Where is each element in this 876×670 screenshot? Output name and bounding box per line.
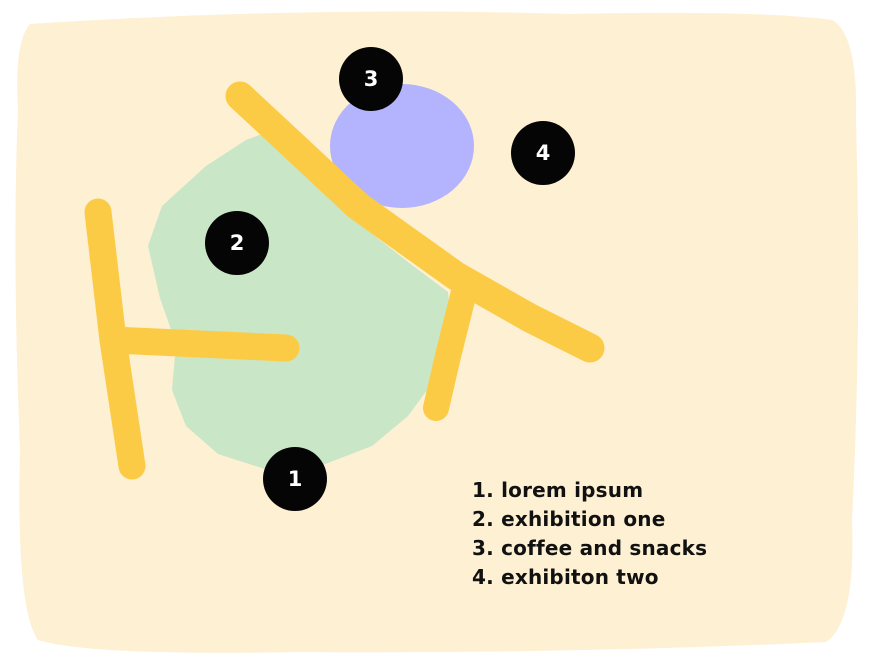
legend-item-1: 1. lorem ipsum — [472, 478, 644, 502]
marker-4[interactable]: 4 — [511, 121, 575, 185]
path-left-horizontal — [99, 326, 300, 362]
marker-1-circle — [263, 447, 327, 511]
marker-2-number: 2 — [230, 231, 245, 255]
marker-2[interactable]: 2 — [205, 211, 269, 275]
marker-4-number: 4 — [536, 141, 551, 165]
marker-1-number: 1 — [288, 467, 303, 491]
marker-3-circle — [339, 47, 403, 111]
path-right-branch — [423, 279, 477, 421]
coffee-and-snacks-area[interactable] — [330, 84, 474, 208]
walking-paths — [84, 81, 605, 480]
marker-3-number: 3 — [364, 67, 379, 91]
marker-2-circle — [205, 211, 269, 275]
path-main-diagonal — [225, 81, 605, 363]
marker-1[interactable]: 1 — [263, 447, 327, 511]
map-legend: 1. lorem ipsum 2. exhibition one 3. coff… — [472, 476, 707, 592]
marker-3[interactable]: 3 — [339, 47, 403, 111]
legend-item-4: 4. exhibiton two — [472, 565, 659, 589]
legend-item-2: 2. exhibition one — [472, 507, 666, 531]
legend-item-3: 3. coffee and snacks — [472, 536, 708, 560]
marker-4-circle — [511, 121, 575, 185]
